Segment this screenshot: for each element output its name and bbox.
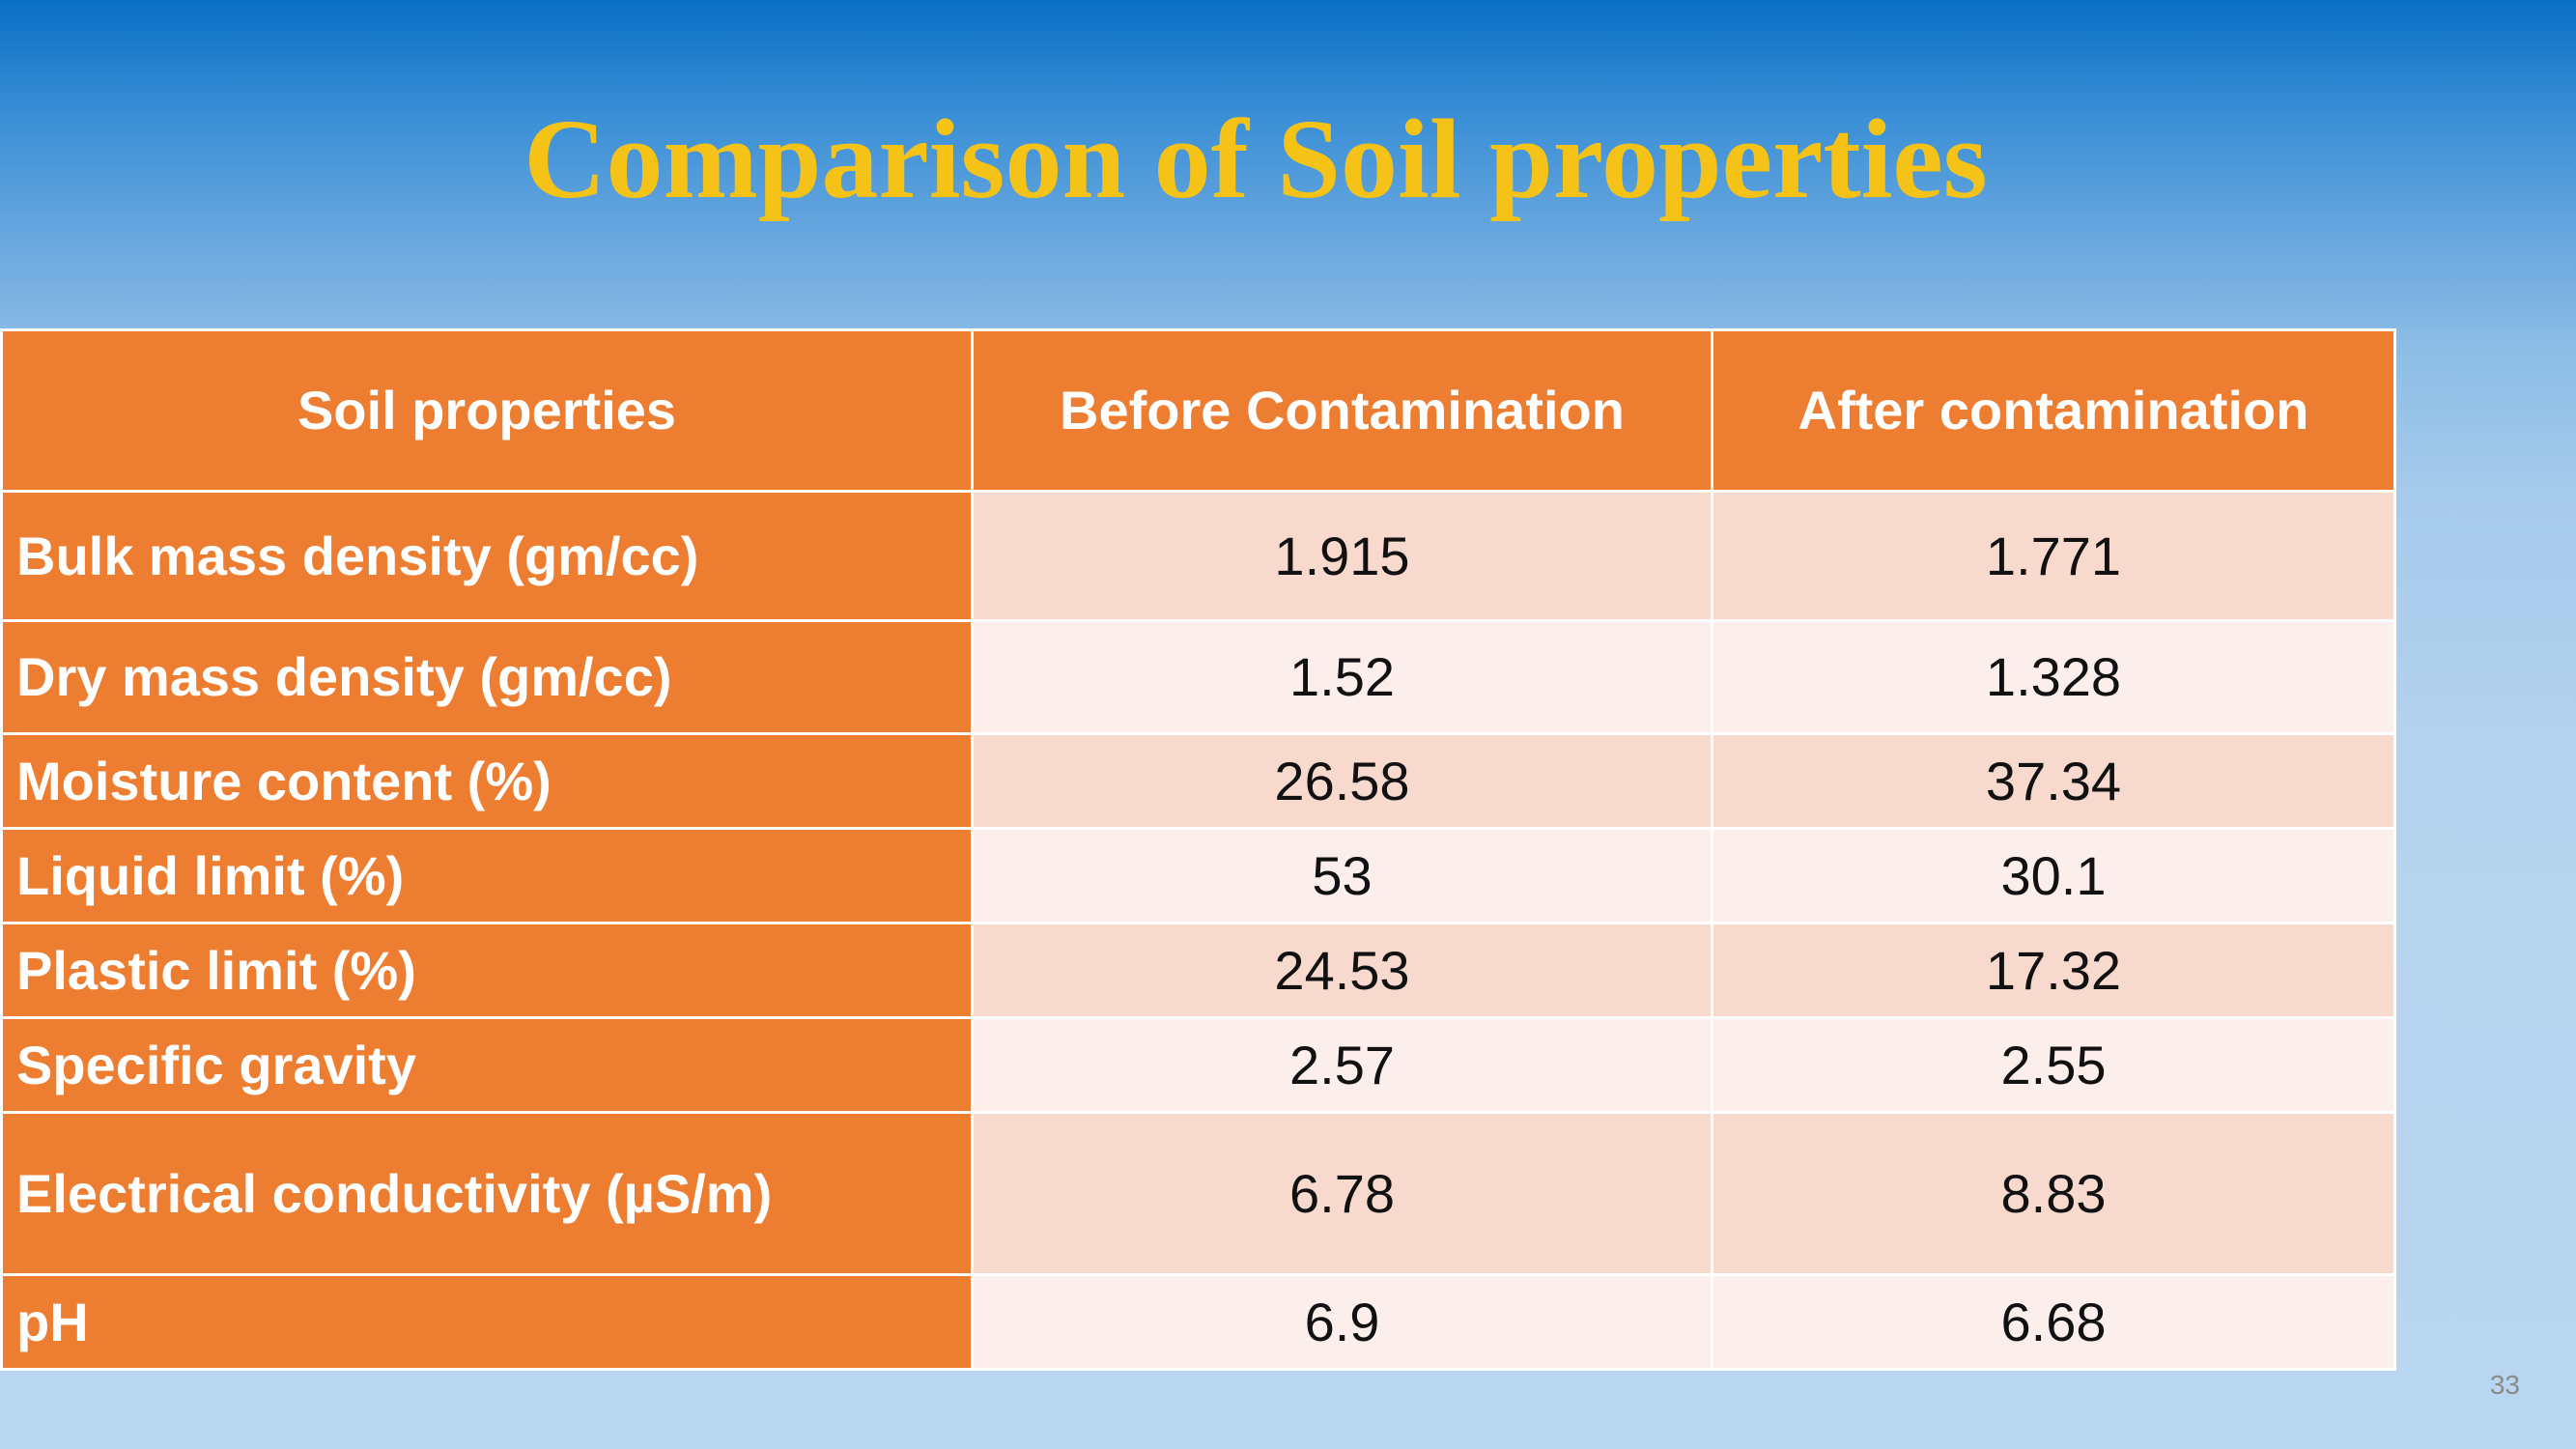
after-value-cell: 2.55: [1711, 1016, 2396, 1114]
property-cell: Bulk mass density (gm/cc): [0, 490, 974, 622]
table-row: Moisture content (%) 26.58 37.34: [0, 732, 2396, 830]
soil-properties-table-container: Soil properties Before Contamination Aft…: [0, 328, 2396, 1371]
slide-title: Comparison of Soil properties: [524, 96, 1988, 222]
property-cell: Electrical conductivity (µS/m): [0, 1111, 974, 1276]
table-row: Liquid limit (%) 53 30.1: [0, 827, 2396, 924]
header-after-contamination: After contamination: [1711, 328, 2396, 493]
table-row: Specific gravity 2.57 2.55: [0, 1016, 2396, 1114]
table-row: pH 6.9 6.68: [0, 1273, 2396, 1371]
slide-number: 33: [2489, 1370, 2520, 1400]
after-value-cell: 37.34: [1711, 732, 2396, 830]
after-value-cell: 30.1: [1711, 827, 2396, 924]
before-value-cell: 1.52: [971, 619, 1713, 735]
table-header-row: Soil properties Before Contamination Aft…: [0, 328, 2396, 493]
before-value-cell: 2.57: [971, 1016, 1713, 1114]
before-value-cell: 6.78: [971, 1111, 1713, 1276]
table-row: Bulk mass density (gm/cc) 1.915 1.771: [0, 490, 2396, 622]
after-value-cell: 17.32: [1711, 922, 2396, 1019]
header-before-contamination: Before Contamination: [971, 328, 1713, 493]
before-value-cell: 26.58: [971, 732, 1713, 830]
property-cell: pH: [0, 1273, 974, 1371]
before-value-cell: 24.53: [971, 922, 1713, 1019]
soil-properties-table: Soil properties Before Contamination Aft…: [0, 328, 2396, 1371]
property-cell: Plastic limit (%): [0, 922, 974, 1019]
property-cell: Liquid limit (%): [0, 827, 974, 924]
property-cell: Moisture content (%): [0, 732, 974, 830]
table-row: Dry mass density (gm/cc) 1.52 1.328: [0, 619, 2396, 735]
after-value-cell: 6.68: [1711, 1273, 2396, 1371]
before-value-cell: 1.915: [971, 490, 1713, 622]
after-value-cell: 8.83: [1711, 1111, 2396, 1276]
after-value-cell: 1.771: [1711, 490, 2396, 622]
after-value-cell: 1.328: [1711, 619, 2396, 735]
property-cell: Dry mass density (gm/cc): [0, 619, 974, 735]
property-cell: Specific gravity: [0, 1016, 974, 1114]
before-value-cell: 53: [971, 827, 1713, 924]
table-row: Electrical conductivity (µS/m) 6.78 8.83: [0, 1111, 2396, 1276]
table-row: Plastic limit (%) 24.53 17.32: [0, 922, 2396, 1019]
header-soil-properties: Soil properties: [0, 328, 974, 493]
before-value-cell: 6.9: [971, 1273, 1713, 1371]
